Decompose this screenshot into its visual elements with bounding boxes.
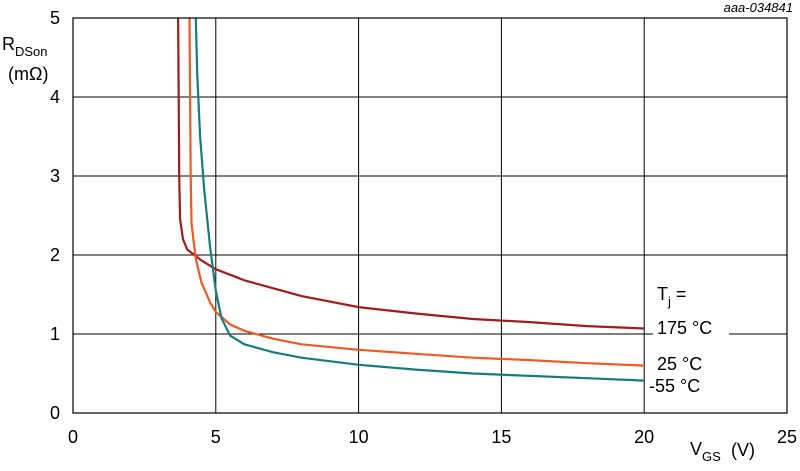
x-axis-unit: (V) (731, 440, 755, 460)
x-axis-label: VGS (690, 439, 721, 464)
legend-header: Tj = (657, 284, 686, 309)
legend-header-sub: j (667, 294, 671, 309)
figure-id: aaa-034841 (724, 0, 793, 15)
series-label: 25 °C (657, 354, 702, 374)
y-tick-label: 5 (50, 8, 60, 28)
series-label: 175 °C (657, 318, 712, 338)
series-line (177, 17, 645, 330)
series-label-bg (653, 316, 729, 338)
x-tick-label: 0 (68, 427, 78, 447)
series-label-layer: 175 °C 25 °C-55 °C (649, 316, 729, 396)
curve-layer (177, 17, 645, 382)
plot-frame (72, 17, 788, 414)
y-axis-label-main: R (2, 34, 15, 54)
tick-layer: 0 5 10 15 20 25 0 1 2 3 4 5 (50, 8, 797, 447)
legend-header-suffix: = (671, 284, 687, 304)
series-line (194, 17, 645, 382)
y-tick-label: 4 (50, 87, 60, 107)
x-tick-label: 10 (349, 427, 369, 447)
y-axis-label-sub: DSon (15, 44, 48, 59)
legend-header-main: T (657, 284, 668, 304)
series-line (188, 17, 645, 367)
y-tick-label: 0 (50, 403, 60, 423)
x-axis-label-sub: GS (702, 449, 721, 464)
x-axis-label-main: V (690, 439, 702, 459)
y-tick-label: 2 (50, 245, 60, 265)
y-axis-unit: (mΩ) (8, 64, 48, 84)
x-tick-label: 20 (634, 427, 654, 447)
series-label: -55 °C (649, 376, 700, 396)
y-axis-label: RDSon (2, 34, 48, 59)
y-tick-label: 1 (50, 324, 60, 344)
x-tick-label: 25 (777, 427, 797, 447)
y-tick-label: 3 (50, 166, 60, 186)
x-tick-label: 15 (491, 427, 511, 447)
x-tick-label: 5 (211, 427, 221, 447)
